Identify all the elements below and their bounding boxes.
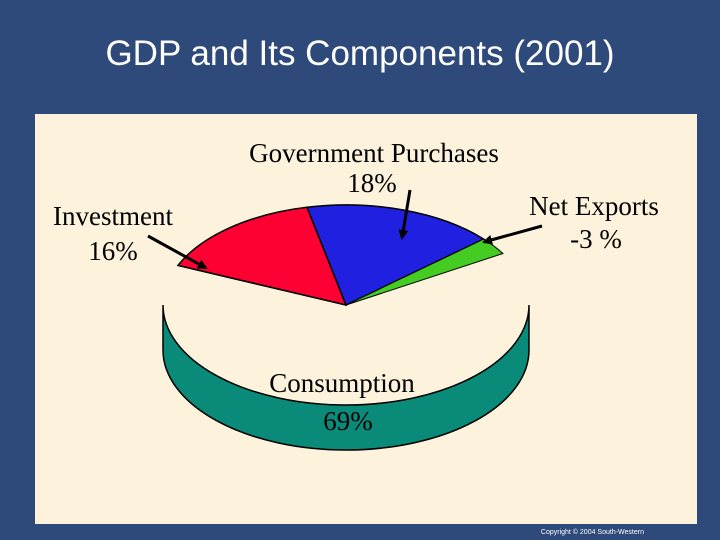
value-government-purchases: 18% [347, 168, 397, 198]
arrow-net-exports [482, 224, 543, 245]
chart-panel [35, 114, 697, 524]
arrow-government-purchases [398, 189, 412, 240]
value-consumption: 69% [323, 406, 373, 436]
value-net-exports: -3 % [570, 224, 622, 254]
value-investment: 16% [88, 236, 138, 266]
label-investment: Investment [53, 201, 173, 231]
arrow-investment [147, 234, 208, 270]
label-government-purchases: Government Purchases [249, 138, 499, 168]
pie-side-consumption [162, 304, 530, 451]
label-consumption: Consumption [269, 368, 415, 398]
slide-title: GDP and Its Components (2001) [105, 34, 615, 73]
slice-government-purchases [305, 204, 486, 307]
label-net-exports: Net Exports [529, 191, 659, 221]
copyright-notice: Copyright © 2004 South-Western [540, 529, 644, 536]
slice-investment [176, 206, 348, 307]
